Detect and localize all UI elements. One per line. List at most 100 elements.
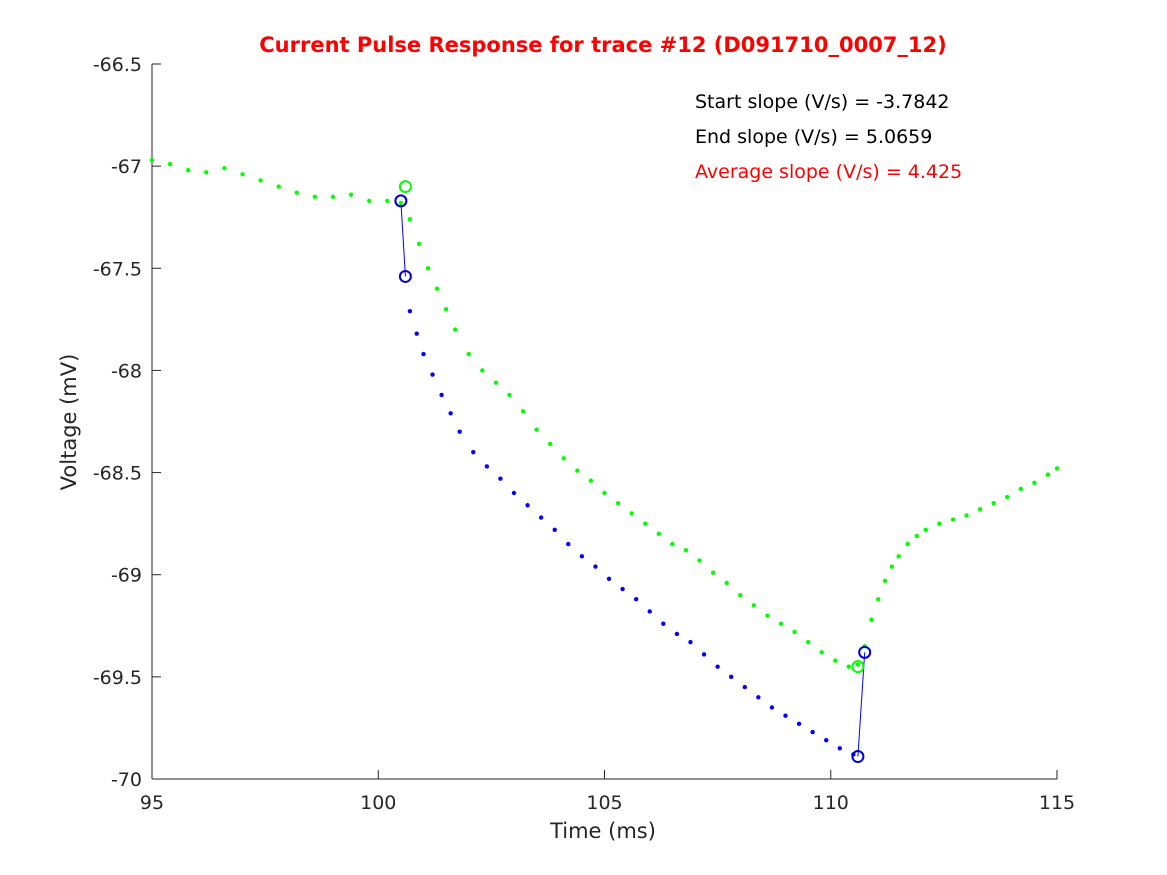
blue-circle-marker (858, 645, 872, 659)
y-tick-label: -66.5 (93, 54, 142, 76)
blue-data-point (538, 515, 544, 520)
slope-segment (400, 200, 406, 277)
blue-data-point (579, 554, 585, 559)
green-circle-marker (851, 660, 865, 674)
blue-data-point (837, 746, 842, 751)
green-data-point (240, 172, 245, 177)
green-data-point (724, 580, 729, 586)
green-data-point (889, 564, 895, 569)
blue-circle-marker (851, 750, 865, 764)
green-data-point (876, 597, 881, 602)
blue-data-point (633, 597, 639, 602)
green-data-point (312, 194, 318, 199)
green-data-point (629, 511, 634, 516)
green-data-point (1045, 472, 1051, 477)
plot-area (149, 157, 1060, 764)
blue-data-point (448, 411, 453, 416)
green-data-point (258, 178, 263, 183)
green-data-point (186, 168, 191, 173)
green-data-point (407, 217, 413, 222)
blue-data-point (593, 564, 598, 569)
green-data-point (805, 639, 811, 645)
y-axis-title: Voltage (mV) (57, 354, 81, 491)
blue-data-point (471, 449, 476, 455)
axis-ticks: 95 100 105 110 115 -66.5 -67 -67.5 -68 -68.5 -69 -6… (93, 54, 1075, 814)
green-data-point (643, 521, 648, 526)
average-slope-annotation: Average slope (V/s) = 4.425 (695, 161, 962, 183)
blue-data-point (701, 652, 707, 657)
blue-data-point (715, 664, 720, 669)
green-data-point (330, 194, 336, 199)
green-data-point (222, 165, 227, 171)
green-data-point (561, 456, 566, 461)
y-tick-label: -70 (111, 769, 142, 791)
green-data-point (452, 327, 458, 332)
green-data-point (751, 603, 757, 608)
green-data-point (833, 658, 838, 663)
green-data-point (778, 621, 784, 626)
green-data-point (923, 527, 928, 532)
blue-data-point (511, 490, 517, 496)
green-data-point (367, 198, 372, 204)
green-data-point (855, 662, 861, 667)
y-tick-label: -69 (111, 565, 142, 587)
blue-data-point (414, 331, 419, 336)
y-tick-label: -68 (111, 360, 142, 382)
green-data-point (1054, 466, 1060, 471)
green-data-point (615, 501, 621, 506)
blue-data-point (783, 713, 788, 718)
chart-title: Current Pulse Response for trace #12 (D0… (259, 33, 946, 57)
blue-data-point (742, 684, 747, 690)
blue-data-point (756, 695, 761, 700)
x-tick-label: 95 (140, 792, 164, 814)
green-data-point (602, 490, 607, 496)
blue-data-point (647, 609, 652, 614)
green-data-point (819, 650, 824, 655)
green-data-point (416, 241, 422, 246)
green-data-point (588, 478, 594, 483)
green-data-point (670, 541, 675, 547)
start-slope-annotation: Start slope (V/s) = -3.7842 (695, 91, 950, 113)
blue-data-point (606, 576, 612, 581)
green-data-point (683, 548, 689, 553)
blue-data-point (421, 351, 426, 357)
blue-data-point (430, 372, 435, 377)
green-data-point (276, 184, 281, 189)
blue-data-point (566, 541, 571, 547)
blue-data-point (661, 621, 666, 626)
blue-data-point (552, 527, 557, 532)
green-data-point (398, 200, 404, 206)
blue-data-point (525, 503, 530, 508)
y-tick-label: -67 (111, 156, 142, 178)
blue-data-point (498, 476, 503, 481)
y-tick-label: -69.5 (93, 667, 142, 689)
green-data-point (443, 306, 449, 312)
green-data-point (882, 578, 888, 584)
green-data-point (991, 501, 996, 506)
x-tick-label: 115 (1039, 792, 1075, 814)
x-tick-label: 105 (586, 792, 622, 814)
green-data-point (480, 368, 485, 373)
green-data-point (914, 533, 919, 539)
green-data-point (896, 554, 901, 559)
y-tick-label: -68.5 (93, 463, 142, 485)
green-data-point (1032, 480, 1037, 485)
green-circle-marker (398, 180, 412, 194)
blue-data-point (439, 392, 444, 398)
blue-data-point (620, 586, 625, 592)
green-data-point (964, 513, 969, 518)
green-data-point (493, 380, 499, 385)
blue-circle-marker (394, 194, 408, 208)
green-data-point (792, 629, 797, 635)
green-data-point (710, 570, 716, 575)
green-data-point (385, 198, 390, 204)
blue-data-point (484, 464, 490, 469)
green-data-point (348, 192, 354, 197)
green-data-point (466, 351, 471, 357)
blue-data-point (674, 631, 680, 637)
x-tick-label: 100 (360, 792, 396, 814)
green-data-point (977, 507, 983, 512)
green-data-point (548, 441, 553, 447)
